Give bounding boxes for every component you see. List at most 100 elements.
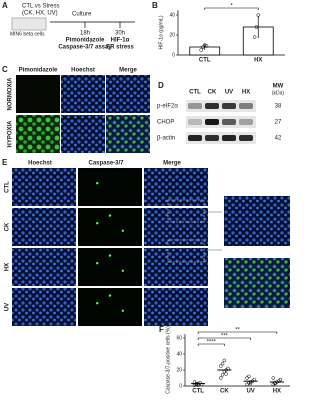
band: [205, 103, 219, 109]
text: HIF-1α: [111, 38, 130, 44]
column-label: Hoechst: [71, 68, 95, 74]
micrograph: [12, 208, 76, 246]
text: MW: [273, 84, 284, 90]
row-label: CTL: [5, 181, 11, 193]
text: MIN6 beta cells: [10, 31, 45, 37]
micrograph: [106, 115, 150, 153]
micrograph: [106, 75, 150, 113]
sig-bracket: [197, 337, 251, 340]
text: ER stress: [106, 45, 134, 51]
row-label: p-eIF2α: [157, 104, 178, 110]
point: [248, 380, 253, 384]
y-tick-label: 20: [169, 32, 175, 38]
panel-label: B: [152, 1, 158, 10]
text: 18h: [80, 31, 90, 37]
band: [222, 119, 236, 125]
axis-title: Caspase-3/7-positive cells (%): [165, 326, 171, 394]
band: [205, 119, 219, 125]
y-tick-label: 0: [179, 383, 182, 389]
mw-label: 27: [275, 120, 282, 126]
point: [252, 377, 256, 382]
apoptotic-cell: [121, 269, 125, 272]
x-tick-label: HX: [254, 58, 262, 64]
x-tick-label: HX: [273, 389, 281, 395]
point: [224, 372, 228, 376]
point: [271, 382, 276, 387]
point: [220, 373, 225, 377]
point: [219, 376, 223, 380]
column-label: Hoechst: [28, 161, 52, 167]
micrograph: [144, 288, 208, 326]
apoptotic-cell: [108, 254, 112, 257]
sig-bracket: [197, 343, 225, 346]
lane-label: HX: [242, 90, 250, 96]
sig-label: ***: [221, 334, 229, 340]
lane-label: CTL: [189, 90, 201, 96]
row-label: HYPOXIA: [8, 120, 14, 148]
figure: A CTL vs Stress (CK, HX, UV) MIN6 beta c…: [2, 1, 290, 395]
y-tick-label: 20: [176, 367, 182, 373]
zoom-box: [167, 239, 205, 263]
apoptotic-cell: [96, 222, 99, 225]
micrograph: [12, 168, 76, 206]
column-label: Caspase-3/7: [88, 161, 124, 167]
row-label: HX: [5, 263, 11, 271]
text: Caspase-3/7 assay: [58, 45, 112, 51]
point: [196, 381, 200, 386]
point: [226, 366, 230, 371]
panel-label: F: [159, 325, 164, 334]
zoom-image: [224, 258, 290, 308]
point: [199, 48, 203, 52]
micrograph: [78, 288, 142, 326]
mw-label: 42: [275, 136, 282, 142]
sig-bracket: [204, 7, 259, 10]
sig-label: *: [230, 4, 233, 10]
zoom-image: [224, 196, 290, 246]
point: [222, 358, 227, 363]
text: Culture: [72, 12, 92, 18]
panel-label: D: [158, 81, 164, 90]
panels: A CTL vs Stress (CK, HX, UV) MIN6 beta c…: [2, 1, 290, 308]
zoom-box: [167, 199, 205, 223]
micrograph: [144, 208, 208, 246]
lane-label: CK: [208, 90, 217, 96]
y-tick-label: 60: [176, 335, 182, 341]
text: Pimonidazole: [66, 38, 105, 44]
dish: [11, 17, 47, 31]
point: [247, 374, 251, 379]
point: [192, 380, 197, 384]
micrograph: [144, 248, 208, 286]
micrograph: [78, 168, 142, 206]
x-tick-label: CK: [220, 389, 229, 395]
blot-bg: [186, 132, 256, 144]
column-label: Pimonidazole: [19, 68, 58, 74]
point: [199, 382, 204, 387]
sig-label: ****: [207, 340, 217, 346]
band: [239, 103, 253, 109]
y-tick-label: 0: [172, 52, 175, 58]
point: [275, 380, 279, 384]
apoptotic-cell: [96, 262, 99, 265]
band: [222, 103, 236, 109]
point: [201, 45, 205, 49]
mw-label: 38: [275, 104, 282, 110]
micrograph: [16, 75, 60, 113]
row-label: NORMOXIA: [8, 77, 14, 111]
point: [204, 44, 209, 48]
y-tick-label: 40: [176, 351, 182, 357]
panel-label: A: [2, 1, 8, 10]
point: [220, 361, 225, 366]
point: [196, 383, 200, 387]
sig-label: **: [235, 328, 240, 334]
x-tick-label: UV: [246, 389, 254, 395]
sig-bracket: [197, 331, 278, 334]
micrograph: [16, 115, 60, 153]
text: 30h: [115, 31, 125, 37]
x-tick-label: CTL: [192, 389, 204, 395]
row-label: β-actin: [157, 136, 175, 142]
blot-bg: [186, 116, 256, 128]
panel-label: E: [2, 158, 8, 167]
point: [245, 382, 249, 387]
micrograph: [78, 248, 142, 286]
micrograph: [144, 168, 208, 206]
